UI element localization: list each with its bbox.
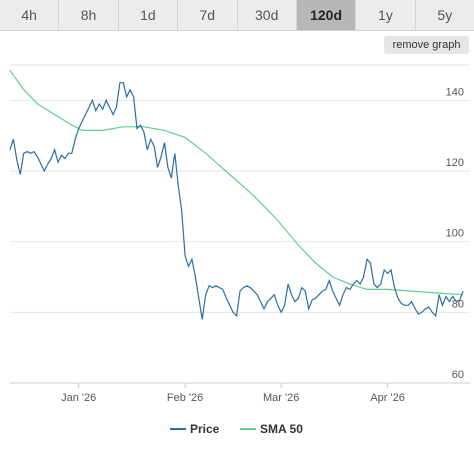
- tab-5y[interactable]: 5y: [437, 7, 453, 23]
- timeframe-tabs: 4h 8h 1d 7d 30d 120d 1y 5y: [0, 0, 474, 31]
- x-tick-label: Mar '26: [263, 392, 299, 404]
- y-tick-label: 60: [452, 369, 464, 381]
- tab-4h[interactable]: 4h: [0, 0, 60, 30]
- grid-lines: [10, 64, 470, 384]
- y-tick-label: 140: [446, 86, 464, 98]
- tab-30d[interactable]: 30d: [238, 0, 297, 30]
- legend: Price SMA 50: [170, 422, 303, 436]
- y-axis-labels: 60 80 100 120 140: [446, 86, 464, 381]
- y-tick-label: 100: [446, 228, 464, 240]
- tab-8h[interactable]: 8h: [59, 0, 119, 30]
- remove-graph-button[interactable]: remove graph: [384, 36, 469, 54]
- tab-1y[interactable]: 1y: [356, 0, 416, 30]
- tab-1d[interactable]: 1d: [119, 0, 179, 30]
- x-tick-label: Apr '26: [370, 392, 405, 404]
- legend-price-label: Price: [190, 422, 220, 436]
- y-tick-label: 120: [446, 157, 464, 169]
- price-line: [9, 82, 464, 320]
- tab-7d[interactable]: 7d: [178, 0, 238, 30]
- x-tick-label: Feb '26: [167, 392, 203, 404]
- x-axis-labels: Jan '26 Feb '26 Mar '26 Apr '26: [61, 383, 405, 404]
- y-tick-label: 80: [452, 298, 464, 310]
- tab-120d[interactable]: 120d: [296, 0, 357, 30]
- sma-50-line: [9, 69, 464, 296]
- legend-sma-label: SMA 50: [260, 422, 303, 436]
- x-tick-label: Jan '26: [61, 392, 96, 404]
